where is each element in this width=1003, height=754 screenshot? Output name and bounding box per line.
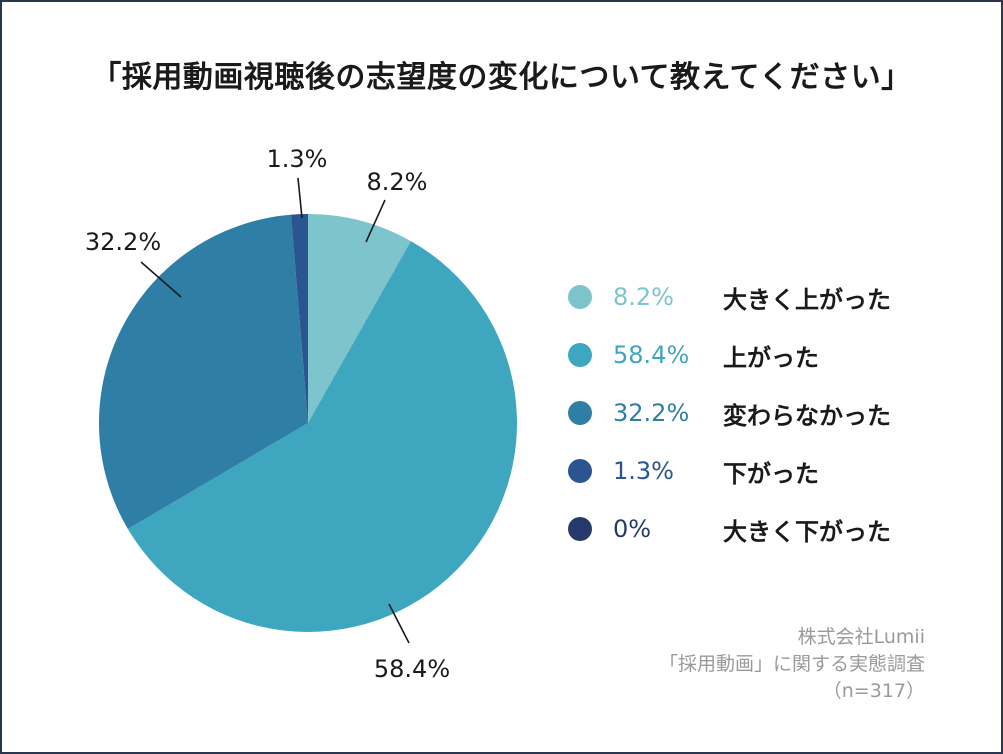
- source-company: 株式会社Lumii: [797, 626, 925, 648]
- slice-value-label: 8.2%: [367, 168, 428, 196]
- slice-value-label: 32.2%: [85, 228, 161, 256]
- legend-item: 32.2% 変わらなかった: [568, 384, 891, 442]
- legend-item: 58.4% 上がった: [568, 326, 891, 384]
- legend-item: 8.2% 大きく上がった: [568, 268, 891, 326]
- legend-value: 8.2%: [613, 283, 674, 311]
- legend-label: 上がった: [723, 343, 819, 372]
- legend-value: 32.2%: [613, 399, 690, 427]
- legend-value: 58.4%: [613, 341, 690, 369]
- legend-value: 1.3%: [613, 457, 674, 485]
- legend-label: 変わらなかった: [723, 401, 891, 430]
- legend-item: 0% 大きく下がった: [568, 500, 891, 558]
- leader-line: [297, 177, 303, 219]
- legend-label: 大きく下がった: [723, 517, 891, 546]
- legend-swatch: [568, 517, 592, 541]
- source-survey: 「採用動画」に関する実態調査: [658, 653, 925, 675]
- leader-line: [140, 261, 182, 298]
- pie-slice: [290, 214, 308, 423]
- leader-line: [365, 199, 386, 243]
- legend-swatch: [568, 401, 592, 425]
- legend-value: 0%: [613, 515, 652, 543]
- pie-slice: [127, 241, 518, 632]
- legend-label: 下がった: [723, 459, 819, 488]
- pie-slice: [98, 214, 308, 530]
- slice-value-label: 1.3%: [267, 145, 328, 173]
- leader-line: [388, 603, 410, 644]
- legend-label: 大きく上がった: [723, 285, 891, 314]
- legend-item: 1.3% 下がった: [568, 442, 891, 500]
- source-note: 株式会社Lumii 「採用動画」に関する実態調査 （n=317）: [659, 624, 925, 705]
- legend: 8.2% 大きく上がった 58.4% 上がった 32.2% 変わらなかった 1.…: [568, 268, 891, 558]
- legend-swatch: [568, 343, 592, 367]
- legend-swatch: [568, 459, 592, 483]
- source-sample: （n=317）: [822, 680, 925, 702]
- chart-title: 「採用動画視聴後の志望度の変化について教えてください」: [91, 60, 912, 95]
- legend-swatch: [568, 285, 592, 309]
- slice-value-label: 58.4%: [374, 655, 450, 683]
- pie-slice: [308, 214, 411, 423]
